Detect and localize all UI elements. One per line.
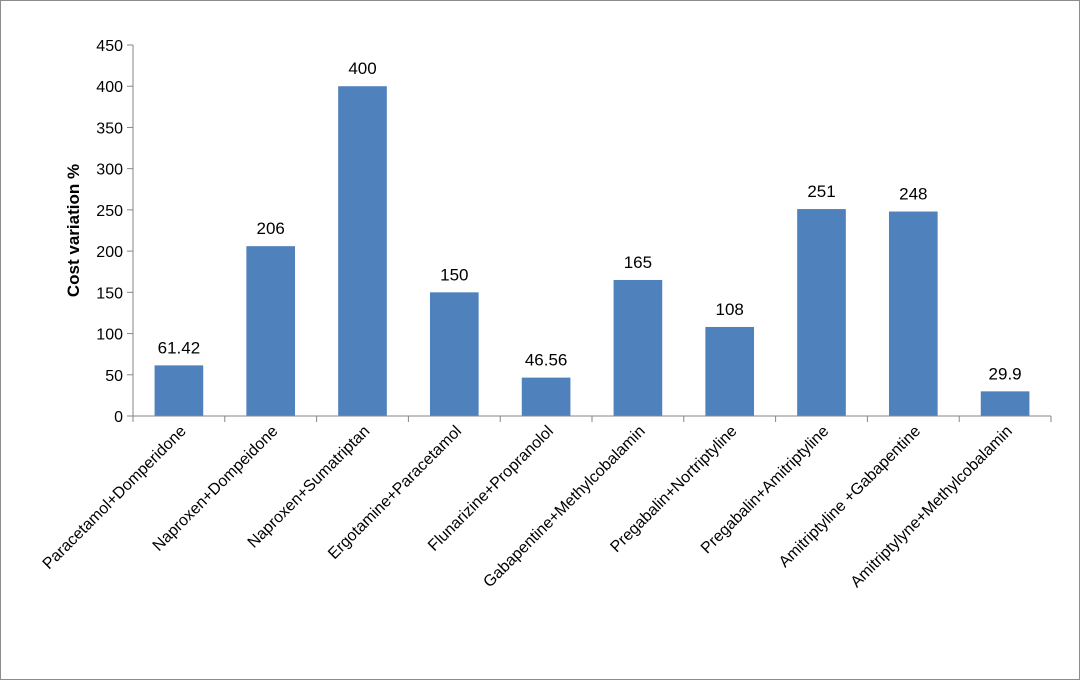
- data-labels: 61.42 206 400 150 46.56 165 108 251 248 29.9: [158, 59, 1022, 383]
- y-tick-label: 200: [96, 244, 123, 261]
- data-label: 248: [899, 185, 927, 204]
- bar: [888, 211, 938, 416]
- y-tick-label: 150: [96, 285, 123, 302]
- bar: [613, 279, 663, 416]
- y-tick-label: 300: [96, 162, 123, 179]
- category-label: Gabapentine+Methylcobalamin: [480, 423, 648, 591]
- category-label: Amitriptylyne+Methylcobalamin: [848, 423, 1016, 591]
- y-tick-label: 50: [105, 368, 123, 385]
- data-label: 206: [257, 219, 285, 238]
- y-tick-label: 350: [96, 120, 123, 137]
- category-labels: Paracetamol+DomperidoneNaproxen+Dompeido…: [40, 423, 1016, 591]
- bar: [429, 292, 479, 416]
- bar: [246, 246, 296, 416]
- category-label: Paracetamol+Domperidone: [40, 423, 190, 573]
- y-tick-label: 0: [114, 409, 123, 426]
- bar: [154, 365, 204, 416]
- y-tick-label: 100: [96, 327, 123, 344]
- y-tick-label: 250: [96, 203, 123, 220]
- y-axis-title: Cost variation %: [64, 164, 83, 297]
- data-label: 108: [716, 300, 744, 319]
- bars: [154, 86, 1030, 416]
- bar: [797, 209, 846, 416]
- data-label: 29.9: [989, 364, 1022, 383]
- y-tick-label: 450: [96, 38, 123, 55]
- y-axis-ticks: 0 50 100 150 200 250 300 350 400 450: [96, 38, 1052, 426]
- bar: [521, 377, 571, 416]
- data-label: 150: [440, 265, 468, 284]
- data-label: 165: [624, 253, 652, 272]
- bar: [705, 326, 755, 416]
- y-tick-label: 400: [96, 79, 123, 96]
- data-label: 400: [348, 59, 376, 78]
- bar: [338, 86, 387, 416]
- data-label: 61.42: [158, 338, 201, 357]
- bar: [980, 391, 1030, 416]
- data-label: 46.56: [525, 351, 568, 370]
- data-label: 251: [807, 182, 835, 201]
